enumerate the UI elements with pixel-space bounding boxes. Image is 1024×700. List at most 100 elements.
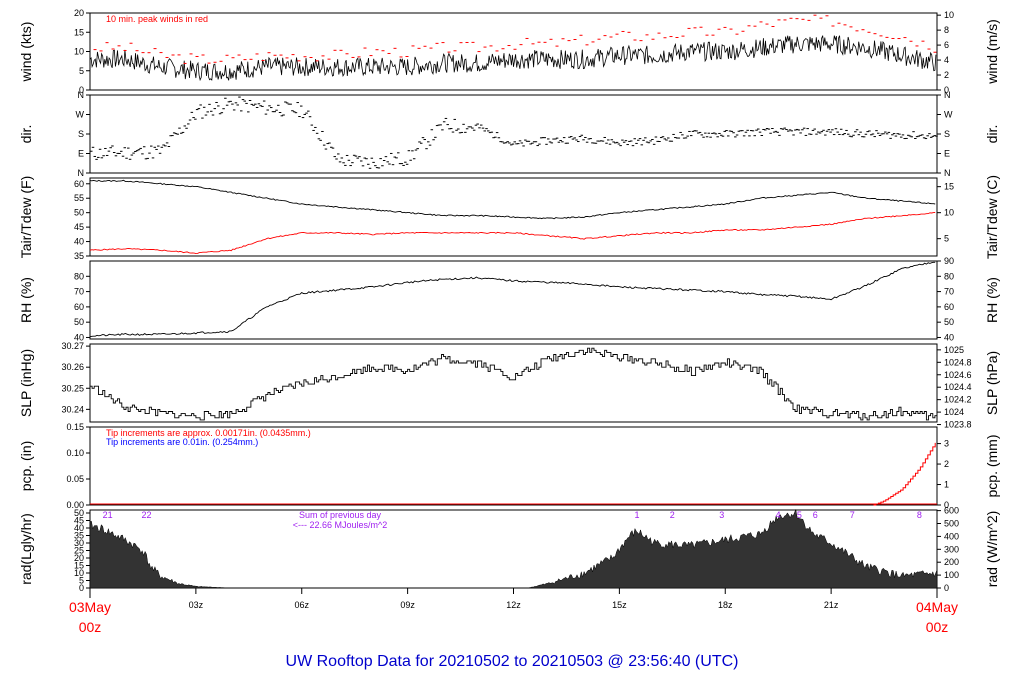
tick-label-left-wind: 0 [79, 85, 84, 95]
tick-label-right-rh: 50 [944, 317, 954, 327]
tick-label-left-rh: 80 [74, 271, 84, 281]
tick-label-left-temp: 45 [74, 222, 84, 232]
tick-label-left-rad: 25 [74, 546, 84, 556]
tick-label-right-dir: N [944, 90, 951, 100]
tick-label-right-rad: 100 [944, 570, 959, 580]
tick-label-right-rad: 300 [944, 544, 959, 554]
end-hour-label: 00z [926, 619, 949, 635]
tick-label-left-rad: 50 [74, 508, 84, 518]
ylabel-right-pcp: pcp. (mm) [984, 435, 1000, 498]
time-tick-label: 21z [824, 600, 839, 610]
panel-frame-pcp [89, 426, 938, 506]
tick-label-right-rad: 600 [944, 506, 959, 516]
tick-label-left-temp: 40 [74, 237, 84, 247]
panel-temp: Tair/Tdew (F) Tair/Tdew (C) [18, 175, 1000, 259]
tick-label-right-rh: 80 [944, 271, 954, 281]
tick-label-right-slp: 1024.6 [944, 370, 972, 380]
temp-series: 35 40 45 50 55 60 5 10 15 [74, 179, 954, 261]
tick-label-left-rad: 45 [74, 516, 84, 526]
ylabel-left-temp: Tair/Tdew (F) [18, 176, 34, 258]
tick-label-left-rh: 60 [74, 302, 84, 312]
tick-label-right-dir: W [944, 110, 953, 120]
tick-label-left-dir: N [78, 90, 85, 100]
time-axis: 03May 00z 04May 00z 03z 06z 09z 12z 15z 18z 21… [69, 588, 958, 635]
start-hour-label: 00z [79, 619, 102, 635]
tdew-line [89, 212, 936, 255]
tick-label-left-dir: N [78, 168, 85, 178]
tick-label-right-rad: 500 [944, 519, 959, 529]
panel-frame-rh [89, 260, 938, 340]
ylabel-left-rh: RH (%) [18, 277, 34, 323]
wind-speed-line [89, 35, 937, 82]
rh-line [89, 261, 936, 338]
footer-title: UW Rooftop Data for 20210502 to 20210503… [286, 653, 739, 670]
tick-label-left-slp: 30.26 [61, 362, 84, 372]
rh-series: 40 50 60 70 80 40 50 60 70 80 90 [74, 256, 954, 342]
rad-hour-mark: 6 [813, 510, 818, 520]
tick-label-right-temp: 10 [944, 208, 954, 218]
ylabel-left-pcp: pcp. (in) [18, 441, 34, 492]
ylabel-right-temp: Tair/Tdew (C) [984, 175, 1000, 259]
ylabel-left-rad: rad(Lgly/hr) [18, 513, 34, 585]
tick-label-left-slp: 30.24 [61, 404, 84, 414]
tick-label-left-rad: 15 [74, 561, 84, 571]
tick-label-right-dir: N [944, 168, 951, 178]
tick-label-left-rad: 10 [74, 568, 84, 578]
tick-label-right-wind: 6 [944, 40, 949, 50]
ylabel-right-wind: wind (m/s) [984, 19, 1000, 85]
pcp-note-red: Tip increments are approx. 0.00171in. (0… [106, 428, 311, 438]
rad-hour-mark: 1 [635, 510, 640, 520]
ylabel-left-slp: SLP (inHg) [18, 349, 34, 417]
tick-label-right-dir: S [944, 129, 950, 139]
rad-hour-mark: 22 [141, 510, 151, 520]
ylabel-right-slp: SLP (hPa) [984, 351, 1000, 415]
tick-label-right-rad: 400 [944, 531, 959, 541]
pcp-note-blue: Tip increments are 0.01in. (0.254mm.) [106, 437, 258, 447]
tick-label-left-rh: 40 [74, 332, 84, 342]
tick-label-right-rh: 40 [944, 332, 954, 342]
tick-label-right-slp: 1024.4 [944, 382, 972, 392]
time-tick-label: 18z [718, 600, 733, 610]
tick-label-right-wind: 10 [944, 10, 954, 20]
rad-hour-mark: 5 [797, 510, 802, 520]
tick-label-right-wind: 2 [944, 70, 949, 80]
tick-label-right-pcp: 1 [944, 480, 949, 490]
tick-label-left-rad: 35 [74, 531, 84, 541]
tick-label-right-rh: 90 [944, 256, 954, 266]
panels-layer: wind (kts) wind (m/s) dir. dir. Tair/Tdew (F… [18, 8, 1000, 593]
ylabel-right-dir: dir. [984, 125, 1000, 144]
tick-label-right-rh: 60 [944, 302, 954, 312]
tick-label-right-slp: 1024.8 [944, 357, 972, 367]
dir-series: N NE ES SW WN N [76, 90, 954, 178]
tick-label-left-pcp: 0.15 [66, 422, 84, 432]
end-date-label: 04May [916, 599, 958, 615]
tick-label-right-pcp: 2 [944, 459, 949, 469]
rad-hour-mark: 3 [719, 510, 724, 520]
rad-hour-mark: 7 [850, 510, 855, 520]
start-date-label: 03May [69, 599, 111, 615]
tick-label-left-dir: S [78, 129, 84, 139]
tick-label-left-rad: 20 [74, 553, 84, 563]
rad-hour-mark: 8 [917, 510, 922, 520]
ylabel-left-dir: dir. [18, 125, 34, 144]
tick-label-right-temp: 5 [944, 234, 949, 244]
panel-dir: dir. dir. [18, 94, 1000, 174]
tick-label-left-pcp: 0.05 [66, 474, 84, 484]
rad-area [89, 508, 938, 589]
time-tick-label: 06z [294, 600, 309, 610]
tick-label-right-dir: E [944, 149, 950, 159]
tick-label-left-slp: 30.25 [61, 383, 84, 393]
tick-label-right-rad: 0 [944, 583, 949, 593]
rad-hour-mark: 4 [776, 510, 781, 520]
rad-sum-line1: Sum of previous day [299, 510, 382, 520]
tick-label-left-rad: 0 [79, 583, 84, 593]
pcp-series: 0.00 0.05 0.10 0.15 0 1 2 3 Tip increments are a… [66, 422, 949, 510]
tick-label-left-temp: 35 [74, 251, 84, 261]
time-tick-label: 12z [506, 600, 521, 610]
tick-label-right-slp: 1025 [944, 345, 964, 355]
panel-wind: wind (kts) wind (m/s) [18, 12, 1000, 91]
tick-label-left-rad: 5 [79, 576, 84, 586]
tick-label-right-pcp: 3 [944, 439, 949, 449]
ylabel-right-rad: rad (W/m^2) [984, 511, 1000, 588]
